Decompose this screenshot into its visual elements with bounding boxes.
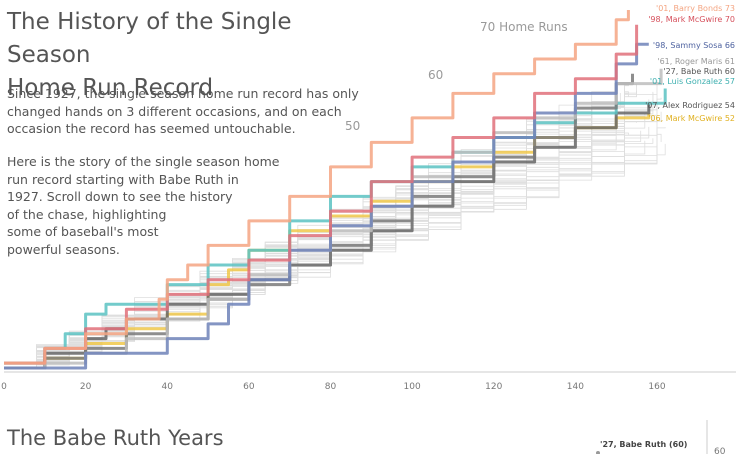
intro-line: Since 1927, the single season home run r… (7, 86, 359, 101)
reference-label: 50 (345, 119, 360, 133)
series-label: '27, Babe Ruth 60 (663, 67, 735, 76)
intro-line: powerful seasons. (7, 241, 120, 257)
x-tick-label: 160 (648, 382, 665, 392)
x-tick-label: 20 (80, 382, 92, 392)
intro-line: run record starting with Babe Ruth in (7, 171, 239, 187)
series-label: '06, Mark McGwire 52 (648, 114, 735, 123)
mini-series-label: '27, Babe Ruth (60) (600, 440, 687, 449)
series-label: '98, Mark McGwire 70 (648, 15, 735, 24)
season-line[interactable] (4, 10, 630, 365)
x-axis-ticks: 0 20 40 60 80 100 120 140 160 (1, 382, 666, 392)
background-season-line (4, 79, 658, 369)
series-label: '07, Alex Rodriguez 54 (645, 101, 735, 110)
intro-line: changed hands on 3 different occasions, … (7, 103, 342, 119)
intro-paragraph-1: Since 1927, the single season home run r… (7, 85, 359, 138)
title-line: Home Run Record (7, 75, 214, 101)
mini-tick-label: 60 (714, 447, 726, 454)
intro-line: occasion the record has seemed untouchab… (7, 121, 296, 136)
title-line: The History of the Single Season (7, 9, 292, 68)
x-tick-label: 0 (1, 382, 7, 392)
highlighted-seasons (4, 10, 667, 370)
intro-line: Here is the story of the single season h… (7, 154, 280, 169)
page-title: The History of the Single Season Home Ru… (7, 6, 327, 105)
x-tick-label: 140 (567, 382, 584, 392)
x-tick-label: 80 (325, 382, 337, 392)
section-title: The Babe Ruth Years (7, 426, 224, 450)
intro-line: of the chase, highlighting (7, 206, 167, 222)
x-tick-label: 60 (243, 382, 255, 392)
series-label: '01, Barry Bonds 73 (656, 4, 735, 13)
season-line[interactable] (4, 42, 649, 370)
mini-series-dot (596, 451, 600, 454)
series-labels: '01, Barry Bonds 73 '98, Mark McGwire 70 '… (645, 4, 735, 123)
series-label: '61, Roger Maris 61 (657, 57, 735, 66)
series-label: '98, Sammy Sosa 66 (653, 41, 735, 50)
series-label: '01, Luis Gonzalez 57 (650, 77, 735, 86)
reference-label: 60 (428, 68, 443, 82)
reference-labels: 70 Home Runs 60 50 (345, 20, 568, 133)
intro-paragraph-2: Here is the story of the single season h… (7, 153, 347, 258)
x-tick-label: 120 (485, 382, 502, 392)
x-tick-label: 40 (162, 382, 174, 392)
reference-label: 70 Home Runs (480, 20, 568, 34)
intro-line: some of baseball's most (7, 224, 159, 239)
x-tick-label: 100 (404, 382, 421, 392)
intro-line: 1927. Scroll down to see the history (7, 189, 233, 204)
